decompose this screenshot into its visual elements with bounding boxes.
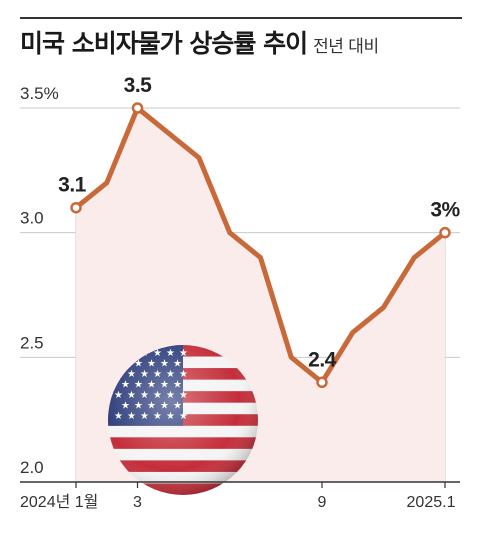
label-layer: 3.5% 3.0 2.5 2.0 3.1 3.5 2.4 3% bbox=[20, 74, 461, 477]
chart-subtitle: 전년 대비 bbox=[313, 37, 379, 57]
data-label: 3.1 bbox=[58, 174, 87, 197]
data-point bbox=[131, 102, 144, 114]
data-label: 3.5 bbox=[124, 74, 153, 97]
x-tick-label: 2024년 1월 bbox=[20, 493, 98, 511]
data-point bbox=[439, 226, 451, 239]
x-tick-label: 9 bbox=[318, 494, 327, 511]
top-rule bbox=[20, 17, 462, 19]
point-layer bbox=[70, 102, 451, 389]
data-label: 3% bbox=[430, 199, 460, 222]
data-point bbox=[316, 376, 328, 389]
data-point bbox=[70, 201, 82, 214]
title-block: 미국 소비자물가 상승률 추이 전년 대비 bbox=[20, 24, 379, 60]
y-tick-label: 2.0 bbox=[20, 458, 44, 477]
us-flag-ball: ★★★★★★★★★★★★★★★★★★★★★★★★★★★★★★★★★★★★★★★ bbox=[108, 345, 258, 495]
axis-layer: 2024년 1월 3 9 2025.1 bbox=[20, 481, 460, 511]
chart-title: 미국 소비자물가 상승률 추이 bbox=[20, 29, 308, 58]
y-tick-label: 2.5 bbox=[20, 333, 44, 352]
y-tick-label: 3.0 bbox=[20, 209, 44, 228]
data-label: 2.4 bbox=[308, 348, 337, 371]
y-tick-label: 3.5% bbox=[20, 84, 59, 103]
flag-shading bbox=[108, 345, 258, 495]
x-tick-label: 2025.1 bbox=[407, 494, 456, 511]
x-tick-label: 3 bbox=[133, 494, 142, 511]
